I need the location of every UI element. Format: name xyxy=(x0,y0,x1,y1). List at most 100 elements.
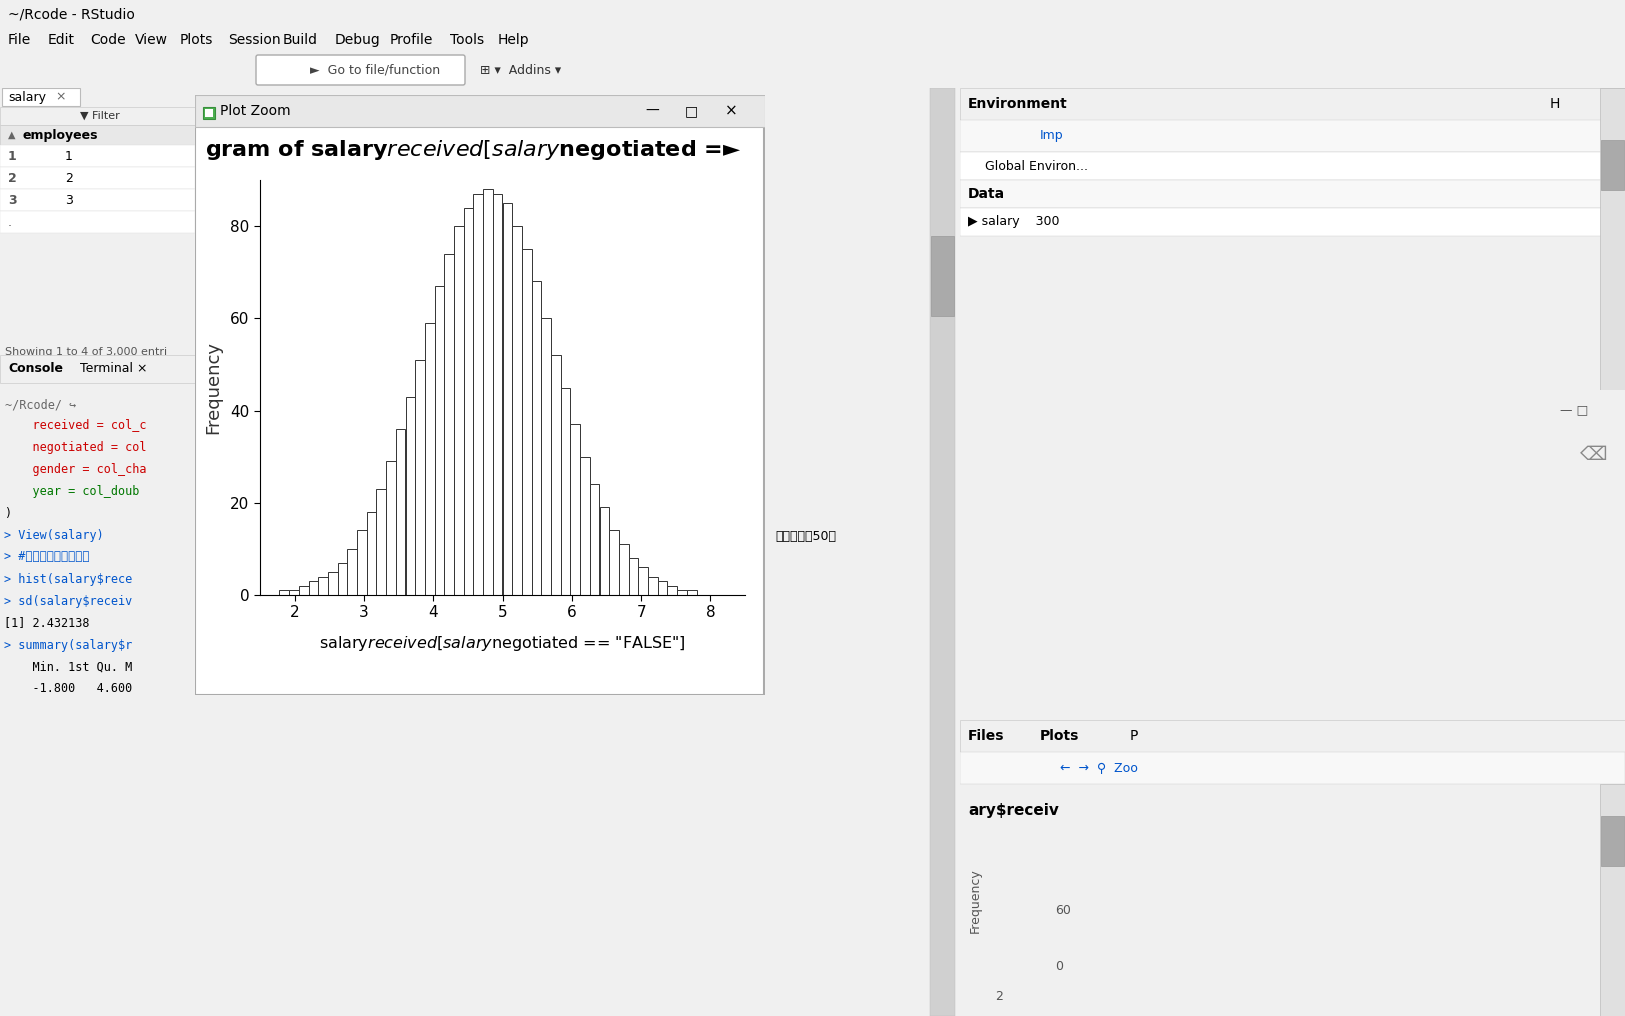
Bar xyxy=(483,189,492,595)
Bar xyxy=(668,586,678,595)
Text: 图，数据分50组: 图，数据分50组 xyxy=(775,529,835,543)
Text: Frequency: Frequency xyxy=(968,869,982,934)
Bar xyxy=(960,180,1625,208)
Bar xyxy=(960,152,1625,180)
Text: 2: 2 xyxy=(8,172,16,185)
Bar xyxy=(0,145,195,167)
Bar xyxy=(463,207,473,595)
Text: ~/Rcode - RStudio: ~/Rcode - RStudio xyxy=(8,7,135,21)
Bar xyxy=(522,249,531,595)
Text: > sd(salary$receiv: > sd(salary$receiv xyxy=(3,594,132,608)
Bar xyxy=(348,549,358,595)
Text: .: . xyxy=(8,215,11,229)
Bar xyxy=(551,356,561,595)
Bar xyxy=(205,109,213,117)
Bar xyxy=(396,429,406,595)
Text: -1.800   4.600: -1.800 4.600 xyxy=(3,683,132,696)
Bar xyxy=(299,586,309,595)
Bar xyxy=(0,167,195,189)
X-axis label: salary$received[salary$negotiated == "FALSE"]: salary$received[salary$negotiated == "FA… xyxy=(318,634,686,653)
Text: Min. 1st Qu. M: Min. 1st Qu. M xyxy=(3,660,132,674)
Text: Plots: Plots xyxy=(180,33,213,47)
Text: ⌫: ⌫ xyxy=(1580,445,1607,464)
Text: > hist(salary$rece: > hist(salary$rece xyxy=(3,572,132,585)
Text: > View(salary): > View(salary) xyxy=(3,528,104,542)
Text: ▶ salary    300: ▶ salary 300 xyxy=(968,215,1060,229)
Bar xyxy=(541,318,551,595)
Bar xyxy=(377,489,387,595)
Bar xyxy=(1601,816,1623,866)
Text: ~/Rcode/ ↪: ~/Rcode/ ↪ xyxy=(5,398,76,411)
Text: gram of salary$received[salary$negotiated =►: gram of salary$received[salary$negotiate… xyxy=(205,138,741,162)
Bar xyxy=(590,485,600,595)
Text: Session: Session xyxy=(228,33,281,47)
Text: 60: 60 xyxy=(1055,904,1071,917)
Text: ▼ Filter: ▼ Filter xyxy=(80,111,120,121)
Bar xyxy=(328,572,338,595)
Text: > #注意文件路径和表格: > #注意文件路径和表格 xyxy=(3,551,89,564)
Bar xyxy=(648,576,658,595)
Bar xyxy=(406,396,416,595)
Bar xyxy=(280,590,289,595)
Bar xyxy=(453,227,463,595)
Text: H: H xyxy=(1550,97,1560,111)
Bar xyxy=(444,254,453,595)
Bar xyxy=(0,125,195,145)
Bar xyxy=(600,507,609,595)
Bar xyxy=(658,581,668,595)
Bar xyxy=(492,194,502,595)
Bar xyxy=(502,203,512,595)
Bar xyxy=(416,360,424,595)
FancyBboxPatch shape xyxy=(2,88,80,106)
FancyBboxPatch shape xyxy=(257,55,465,85)
Text: year = col_doub: year = col_doub xyxy=(3,485,140,498)
Text: Showing 1 to 4 of 3,000 entri: Showing 1 to 4 of 3,000 entri xyxy=(5,347,167,357)
Y-axis label: Frequency: Frequency xyxy=(203,341,223,434)
Text: gender = col_cha: gender = col_cha xyxy=(3,462,146,475)
Text: Code: Code xyxy=(89,33,125,47)
Bar xyxy=(929,88,955,1016)
Text: —: — xyxy=(645,104,658,118)
Bar xyxy=(931,236,954,316)
Text: ←  →  ⚲  Zoo: ← → ⚲ Zoo xyxy=(1060,762,1138,774)
Bar xyxy=(960,120,1625,152)
Bar xyxy=(473,194,483,595)
Bar xyxy=(0,211,195,233)
Text: Profile: Profile xyxy=(390,33,434,47)
Text: ary$receiv: ary$receiv xyxy=(968,804,1060,819)
Bar xyxy=(531,281,541,595)
Text: Environment: Environment xyxy=(968,97,1068,111)
Text: Plots: Plots xyxy=(1040,729,1079,743)
Text: Global Environ...: Global Environ... xyxy=(985,160,1089,173)
Text: Tools: Tools xyxy=(450,33,484,47)
Text: File: File xyxy=(8,33,31,47)
Text: Help: Help xyxy=(497,33,530,47)
Text: Plot Zoom: Plot Zoom xyxy=(219,104,291,118)
Text: > summary(salary$r: > summary(salary$r xyxy=(3,638,132,651)
Bar xyxy=(609,530,619,595)
Text: ►  Go to file/function: ► Go to file/function xyxy=(310,63,440,76)
Text: [1] 2.432138: [1] 2.432138 xyxy=(3,617,89,630)
Bar xyxy=(1601,784,1625,1016)
Text: View: View xyxy=(135,33,167,47)
Text: ×: × xyxy=(725,104,738,119)
Text: ): ) xyxy=(3,507,11,519)
Text: Build: Build xyxy=(283,33,318,47)
Bar xyxy=(367,512,377,595)
Text: 1: 1 xyxy=(8,149,16,163)
Bar xyxy=(289,590,299,595)
Bar xyxy=(678,590,687,595)
Text: Edit: Edit xyxy=(49,33,75,47)
Bar xyxy=(434,287,444,595)
Text: salary: salary xyxy=(8,90,46,104)
Bar xyxy=(960,720,1625,752)
Text: employees: employees xyxy=(23,128,98,141)
Bar xyxy=(639,567,648,595)
Text: Terminal ×: Terminal × xyxy=(80,363,148,376)
Text: 2: 2 xyxy=(65,172,73,185)
Bar xyxy=(629,558,639,595)
Text: received = col_c: received = col_c xyxy=(3,419,146,432)
Text: negotiated = col: negotiated = col xyxy=(3,441,146,453)
Bar xyxy=(1601,140,1623,190)
Text: 3: 3 xyxy=(65,193,73,206)
